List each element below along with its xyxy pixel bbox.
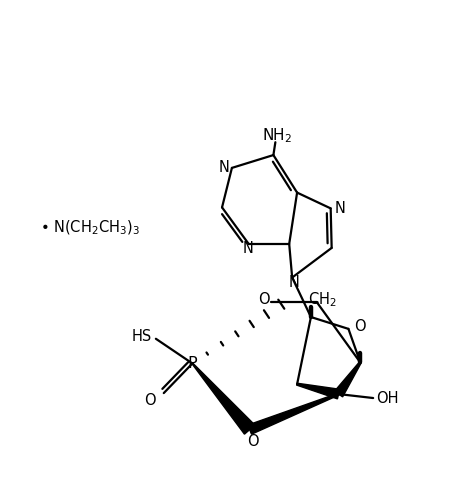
Polygon shape bbox=[192, 363, 255, 434]
Text: O: O bbox=[144, 394, 156, 408]
Text: HS: HS bbox=[132, 329, 152, 344]
Text: N: N bbox=[219, 160, 230, 175]
Text: NH$_2$: NH$_2$ bbox=[262, 126, 292, 144]
Text: O: O bbox=[247, 434, 258, 449]
Text: N: N bbox=[334, 201, 345, 216]
Text: OH: OH bbox=[376, 391, 398, 406]
Text: O: O bbox=[258, 292, 270, 307]
Polygon shape bbox=[334, 362, 361, 397]
Text: O: O bbox=[355, 319, 366, 335]
Text: CH$_2$: CH$_2$ bbox=[308, 290, 337, 309]
Text: • N(CH$_2$CH$_3$)$_3$: • N(CH$_2$CH$_3$)$_3$ bbox=[40, 219, 140, 237]
Polygon shape bbox=[248, 393, 339, 434]
Text: N: N bbox=[289, 275, 300, 290]
Text: N: N bbox=[242, 241, 253, 256]
Text: P: P bbox=[188, 356, 197, 371]
Polygon shape bbox=[297, 383, 340, 399]
